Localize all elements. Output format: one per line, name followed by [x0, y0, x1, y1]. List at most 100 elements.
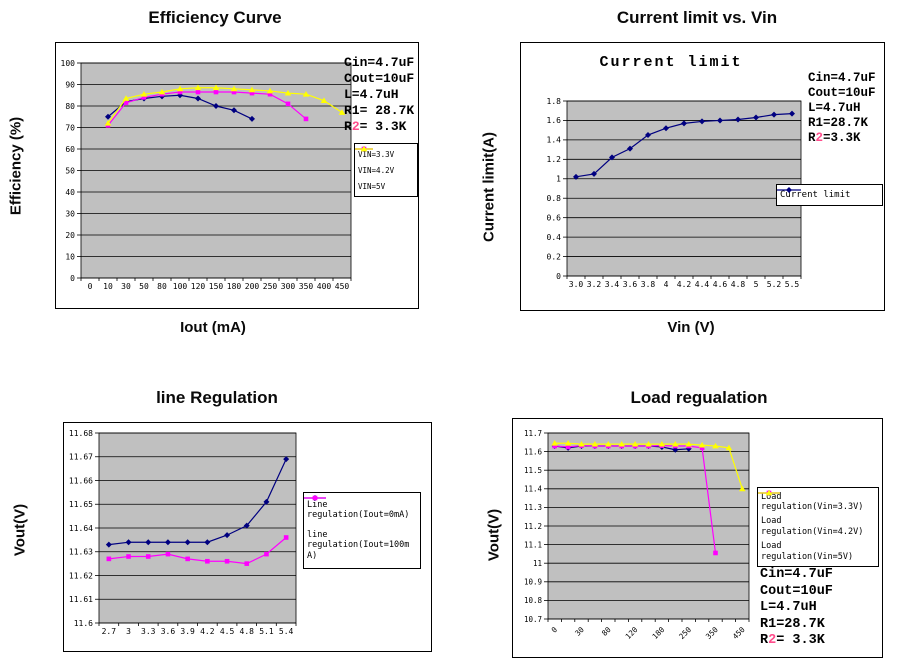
- svg-text:10: 10: [65, 252, 75, 261]
- svg-text:11.63: 11.63: [69, 548, 93, 557]
- series-Load regulation(Vin=5V): [551, 440, 746, 492]
- annotation-line: R1= 28.7K: [344, 103, 415, 118]
- legend-entry: Load regulation(Vin=4.2V): [758, 490, 875, 537]
- x-axis-title: Iout (mA): [180, 319, 246, 336]
- svg-text:4.2: 4.2: [677, 280, 692, 289]
- chart-frame: 11.7 11.6 11.5 11.4 11.3 11.2 11.1 11 10.9 10.8 10…: [512, 418, 883, 658]
- svg-text:4.5: 4.5: [220, 627, 235, 636]
- legend-entry: VIN=5V: [355, 145, 414, 191]
- x-tick-labels: 3.0 3.2 3.4 3.6 3.8 4 4.2 4.4 4.6 4.8 5 5.2 5.5: [566, 276, 802, 289]
- svg-text:11.7: 11.7: [524, 429, 542, 438]
- svg-text:200: 200: [245, 282, 260, 291]
- svg-text:4.8: 4.8: [731, 280, 746, 289]
- legend: Load regulation(Vin=3.3V) Load regulation(V…: [757, 487, 879, 567]
- svg-text:11.1: 11.1: [524, 540, 542, 549]
- svg-text:40: 40: [65, 188, 75, 197]
- series-Current limit: [573, 110, 795, 180]
- series-VIN=5V: [104, 84, 346, 126]
- svg-text:50: 50: [139, 282, 149, 291]
- svg-text:180: 180: [650, 625, 666, 641]
- svg-text:11.61: 11.61: [69, 595, 93, 604]
- y-axis-title: Vout(V): [11, 503, 29, 557]
- svg-text:180: 180: [227, 282, 242, 291]
- svg-text:3.3: 3.3: [141, 627, 156, 636]
- svg-text:5.5: 5.5: [785, 280, 800, 289]
- svg-text:1: 1: [556, 175, 561, 184]
- svg-text:3: 3: [126, 627, 131, 636]
- svg-text:30: 30: [65, 209, 75, 218]
- conditions-annotation: Cin=4.7uF Cout=10uF L=4.7uH R1=28.7K R2=3.3K: [808, 71, 876, 146]
- legend-entry: VIN=4.2V: [355, 146, 414, 175]
- svg-text:80: 80: [157, 282, 167, 291]
- legend-marker-square-icon: [304, 495, 326, 501]
- svg-text:11.6: 11.6: [74, 619, 93, 628]
- plot-area: 11.6811.6711.6611.6511.6411.6311.6211.61…: [69, 429, 297, 636]
- legend-label: Load regulation(Vin=3.3V): [761, 491, 864, 513]
- chart-frame: Current limit 1.8 1.6 1.4 1.2 1 0.8 0.6 0.4 0.2 0…: [520, 42, 885, 311]
- svg-text:150: 150: [209, 282, 224, 291]
- y-axis-title: Efficiency (%): [7, 116, 25, 216]
- annotation-line: R1=28.7K: [808, 116, 869, 130]
- y-tick-labels: 1.8 1.6 1.4 1.2 1 0.8 0.6 0.4 0.2 0: [547, 97, 562, 281]
- legend-label: VIN=5V: [358, 181, 386, 191]
- legend-entry: line regulation(Iout=100m A): [304, 495, 417, 562]
- gridlines: [544, 432, 749, 620]
- svg-text:11.68: 11.68: [69, 429, 93, 438]
- svg-text:3.4: 3.4: [605, 280, 620, 289]
- svg-text:60: 60: [65, 145, 75, 154]
- legend-label: Load regulation(Vin=5V): [761, 541, 854, 562]
- x-tick-labels: 0 10 30 50 80 100 120 150 180 200 250 300 350 400 450: [80, 278, 352, 291]
- svg-text:11.6: 11.6: [524, 447, 543, 456]
- annotation-line: Cout=10uF: [808, 86, 876, 100]
- svg-text:30: 30: [573, 625, 586, 638]
- y-tick-labels: 11.7 11.6 11.5 11.4 11.3 11.2 11.1 11 10.9 10.8 10…: [524, 429, 543, 624]
- legend: VIN=3.3V VIN=4.2V VIN=5V: [354, 143, 418, 197]
- svg-text:3.2: 3.2: [587, 280, 602, 289]
- svg-text:90: 90: [65, 80, 75, 89]
- svg-text:450: 450: [335, 282, 350, 291]
- chart-title: Current limit vs. Vin: [616, 8, 778, 27]
- plot-area: 1.8 1.6 1.4 1.2 1 0.8 0.6 0.4 0.2 0 3.0 3.2 3.4 3.6 3.…: [547, 97, 802, 289]
- gridlines: [563, 100, 801, 277]
- chart-title: Efficiency Curve: [148, 8, 282, 27]
- svg-text:250: 250: [263, 282, 278, 291]
- plot-area: 11.7 11.6 11.5 11.4 11.3 11.2 11.1 11 10.9 10.8 10…: [524, 429, 750, 641]
- svg-text:20: 20: [65, 231, 75, 240]
- svg-text:4.8: 4.8: [240, 627, 255, 636]
- svg-text:5.1: 5.1: [259, 627, 274, 636]
- svg-text:100: 100: [61, 59, 76, 68]
- annotation-line: R2=3.3K: [808, 131, 861, 145]
- svg-text:4.2: 4.2: [200, 627, 215, 636]
- svg-text:0.6: 0.6: [547, 213, 562, 222]
- svg-text:450: 450: [731, 625, 747, 641]
- plot-inner-title: Current limit: [599, 54, 743, 71]
- svg-text:11.62: 11.62: [69, 571, 93, 580]
- svg-text:4: 4: [664, 280, 669, 289]
- svg-text:1.2: 1.2: [547, 155, 562, 164]
- svg-text:0: 0: [88, 282, 93, 291]
- svg-text:100: 100: [173, 282, 188, 291]
- annotation-line: R2= 3.3K: [344, 119, 407, 134]
- svg-text:3.0: 3.0: [569, 280, 584, 289]
- annotation-line: Cin=4.7uF: [808, 71, 876, 85]
- legend-label: Current limit: [780, 190, 851, 200]
- svg-text:120: 120: [191, 282, 206, 291]
- annotation-line: R1=28.7K: [760, 616, 825, 632]
- svg-text:0: 0: [556, 272, 561, 281]
- svg-text:1.4: 1.4: [547, 136, 562, 145]
- legend-label: Load regulation(Vin=4.2V): [761, 516, 864, 537]
- annotation-line: L=4.7uH: [808, 101, 861, 115]
- svg-text:300: 300: [281, 282, 296, 291]
- chart-frame: 100 90 80 70 60 50 40 30 20 10 0 0 10 30 50 80 100 120 150…: [55, 42, 419, 309]
- svg-text:10.8: 10.8: [524, 596, 543, 605]
- annotation-line: Cout=10uF: [760, 583, 833, 599]
- y-tick-labels: 11.6811.6711.6611.6511.6411.6311.6211.61…: [69, 429, 93, 628]
- conditions-annotation: Cin=4.7uF Cout=10uF L=4.7uH R1=28.7K R2= 3.3…: [760, 567, 833, 650]
- svg-text:11.4: 11.4: [524, 485, 543, 494]
- svg-text:11.65: 11.65: [69, 500, 93, 509]
- svg-text:0: 0: [70, 274, 75, 283]
- gridlines: [95, 432, 296, 624]
- svg-text:0: 0: [550, 625, 560, 635]
- svg-text:10: 10: [103, 282, 113, 291]
